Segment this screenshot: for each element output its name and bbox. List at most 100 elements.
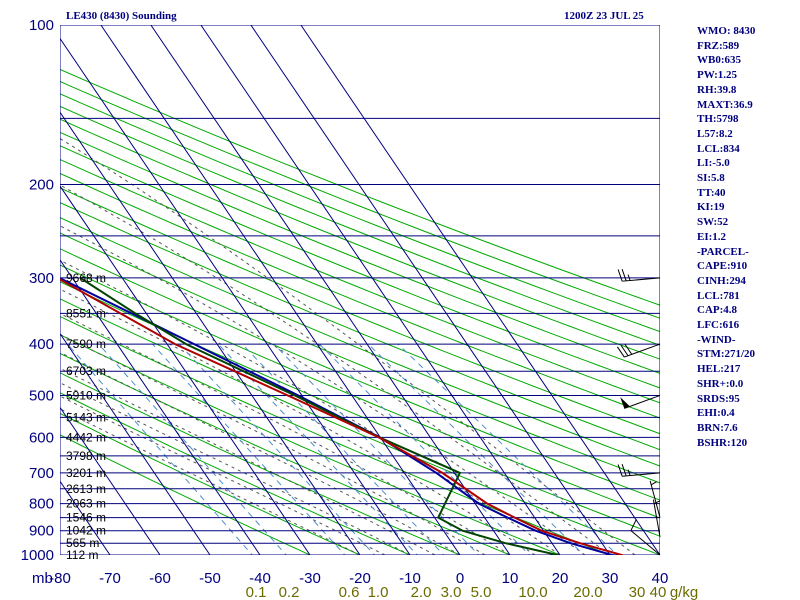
height-label: 3798 m bbox=[66, 449, 106, 463]
parcel-profile bbox=[60, 278, 626, 555]
temperature-tick-label: 10 bbox=[502, 570, 519, 587]
pressure-tick-label: 300 bbox=[29, 270, 54, 287]
stability-indices-list: WMO: 8430 FRZ:589 WB0:635 PW:1.25 RH:39.8 MAX… bbox=[697, 24, 800, 450]
temperature-tick-label: 30 bbox=[602, 570, 619, 587]
pressure-tick-label: 600 bbox=[29, 429, 54, 446]
index-item: WB0:635 bbox=[697, 54, 741, 67]
mixing-ratio-tick-label: 20.0 bbox=[573, 584, 602, 600]
index-item: WMO: 8430 bbox=[697, 25, 756, 37]
dry-adiabat bbox=[60, 93, 660, 333]
y-axis-label: mb bbox=[32, 570, 53, 587]
height-label: 1042 m bbox=[66, 524, 106, 538]
dry-adiabat bbox=[60, 281, 660, 537]
isotherm bbox=[60, 111, 361, 555]
dry-adiabat bbox=[60, 105, 660, 346]
height-label: 4442 m bbox=[66, 430, 106, 444]
moist-adiabat bbox=[60, 137, 636, 555]
mixing-ratio-line bbox=[217, 343, 418, 555]
pressure-tick-label: 700 bbox=[29, 465, 54, 482]
temperature-tick-label: -30 bbox=[299, 570, 321, 587]
moist-adiabat bbox=[60, 382, 411, 555]
isotherm bbox=[60, 185, 311, 555]
pressure-tick-label: 200 bbox=[29, 177, 54, 194]
dry-adiabat bbox=[60, 434, 312, 555]
mixing-ratio-tick-label: 2.0 bbox=[411, 584, 432, 600]
wind-barb bbox=[652, 499, 661, 538]
isotherm bbox=[60, 37, 411, 555]
dry-adiabat bbox=[60, 131, 660, 374]
index-item: EI:1.2 bbox=[697, 230, 727, 243]
wind-barb bbox=[617, 268, 661, 282]
wind-barb bbox=[649, 480, 661, 518]
index-item: KI:19 bbox=[697, 201, 725, 214]
index-item: SHR+:0.0 bbox=[697, 377, 744, 390]
mixing-ratio-line bbox=[67, 343, 253, 555]
index-item: BSHR:120 bbox=[697, 436, 748, 449]
mixing-ratio-tick-label: 1.0 bbox=[368, 584, 389, 600]
height-label: 3201 m bbox=[66, 466, 106, 480]
height-label: 6703 m bbox=[66, 364, 106, 378]
dry-adiabat bbox=[60, 216, 660, 467]
moist-adiabat bbox=[60, 259, 561, 555]
mixing-ratio-tick-label: 10.0 bbox=[518, 584, 547, 600]
index-item: CINH:294 bbox=[697, 274, 746, 287]
dry-adiabat bbox=[60, 201, 660, 451]
temperature-tick-label: -60 bbox=[149, 570, 171, 587]
index-item: -PARCEL- bbox=[697, 245, 749, 258]
mixing-ratio-line bbox=[273, 343, 480, 555]
moist-adiabat bbox=[60, 288, 536, 555]
index-item: PW:1.25 bbox=[697, 69, 738, 82]
isotherm bbox=[200, 25, 561, 555]
chart-title: LE430 (8430) Sounding bbox=[66, 10, 177, 22]
wind-barb bbox=[617, 464, 661, 477]
height-label: 8551 m bbox=[66, 306, 106, 320]
index-item: SW:52 bbox=[697, 216, 729, 229]
temperature-tick-label: 40 bbox=[652, 570, 669, 587]
dry-adiabat bbox=[60, 145, 660, 389]
index-item: LI:-5.0 bbox=[697, 157, 730, 170]
pressure-tick-label: 500 bbox=[29, 387, 54, 404]
pressure-tick-label: 100 bbox=[29, 17, 54, 34]
mixing-ratio-line bbox=[179, 343, 376, 555]
index-item: CAP:4.8 bbox=[697, 304, 738, 317]
pressure-tick-label: 400 bbox=[29, 336, 54, 353]
mixing-ratio-tick-label: 0.6 bbox=[339, 584, 360, 600]
mixing-ratio-tick-label: 0.1 bbox=[246, 584, 267, 600]
mixing-ratio-line bbox=[241, 343, 445, 555]
mixing-ratio-line bbox=[397, 343, 618, 555]
temperature-tick-label: -40 bbox=[249, 570, 271, 587]
dry-adiabat bbox=[60, 248, 660, 501]
pressure-tick-label: 900 bbox=[29, 523, 54, 540]
dry-adiabat bbox=[60, 172, 660, 419]
wind-barb bbox=[616, 343, 661, 358]
temperature-tick-label: -20 bbox=[349, 570, 371, 587]
isotherm bbox=[300, 25, 660, 555]
temperature-profile bbox=[60, 277, 620, 555]
moist-adiabat bbox=[60, 395, 386, 555]
dry-adiabat bbox=[60, 118, 660, 360]
dry-adiabat bbox=[60, 158, 660, 404]
dry-adiabat bbox=[60, 80, 660, 319]
index-item: FRZ:589 bbox=[697, 39, 740, 52]
pressure-tick-label: 800 bbox=[29, 496, 54, 513]
moist-adiabat bbox=[60, 184, 611, 555]
index-item: CAPE:910 bbox=[697, 260, 748, 273]
wind-barbs bbox=[616, 268, 661, 556]
dry-adiabat bbox=[60, 334, 562, 555]
dry-adiabat bbox=[60, 352, 512, 555]
dry-adiabat bbox=[60, 264, 660, 519]
temperature-tick-label: 20 bbox=[552, 570, 569, 587]
dry-adiabat bbox=[60, 315, 612, 555]
index-item: SRDS:95 bbox=[697, 392, 740, 405]
dry-adiabat bbox=[60, 392, 412, 555]
wind-barb bbox=[620, 394, 661, 409]
mixing-ratio-tick-label: 0.2 bbox=[279, 584, 300, 600]
mixing-ratio-tick-label: 3.0 bbox=[441, 584, 462, 600]
moist-adiabat bbox=[60, 333, 486, 555]
chart-datetime: 1200Z 23 JUL 25 bbox=[564, 10, 644, 22]
isotherm bbox=[60, 406, 161, 555]
grid-lines bbox=[60, 25, 660, 555]
isotherm bbox=[150, 25, 511, 555]
